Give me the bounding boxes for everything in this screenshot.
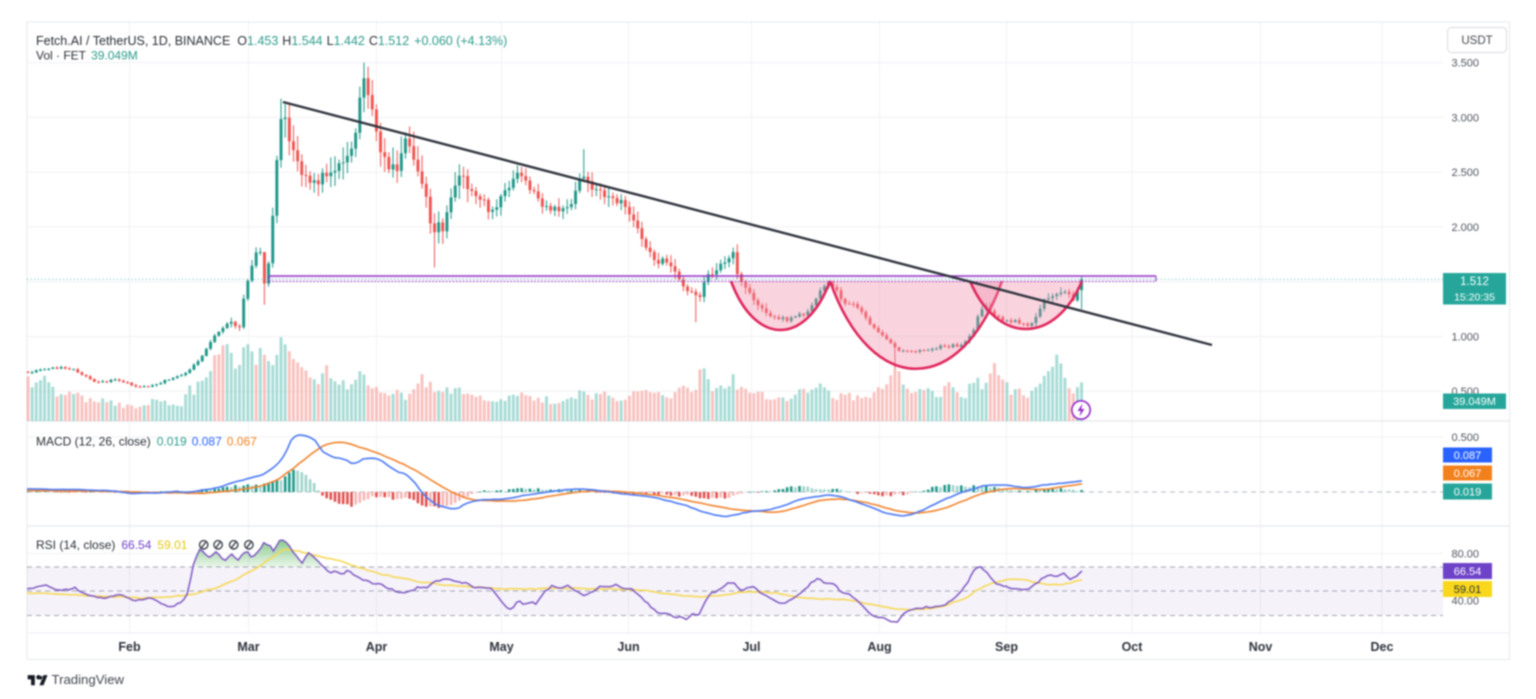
svg-text:2.500: 2.500 (1452, 167, 1480, 179)
svg-text:1.000: 1.000 (1452, 331, 1480, 343)
svg-text:0.500: 0.500 (1452, 432, 1480, 444)
svg-text:Jun: Jun (617, 640, 639, 654)
svg-text:0.067: 0.067 (1454, 468, 1482, 480)
svg-text:3.500: 3.500 (1452, 58, 1480, 70)
svg-text:3.000: 3.000 (1452, 112, 1480, 124)
svg-text:39.049M: 39.049M (1453, 396, 1496, 408)
svg-text:Fetch.AI / TetherUS, 1D, BINAN: Fetch.AI / TetherUS, 1D, BINANCE O1.453 H1… (36, 34, 507, 48)
svg-text:2.000: 2.000 (1452, 222, 1480, 234)
svg-text:40.00: 40.00 (1452, 596, 1480, 608)
svg-text:80.00: 80.00 (1452, 549, 1480, 561)
svg-text:59.01: 59.01 (1454, 584, 1482, 596)
svg-text:Apr: Apr (366, 640, 388, 654)
svg-text:Dec: Dec (1371, 640, 1394, 654)
svg-text:TradingView: TradingView (52, 672, 125, 687)
svg-text:15:20:35: 15:20:35 (1454, 291, 1495, 303)
svg-text:0.019: 0.019 (1454, 487, 1482, 499)
svg-text:Sep: Sep (995, 640, 1018, 654)
svg-text:Mar: Mar (237, 640, 259, 654)
svg-text:1.512: 1.512 (1460, 276, 1489, 288)
svg-text:May: May (489, 640, 513, 654)
svg-text:66.54: 66.54 (1454, 566, 1482, 578)
svg-text:Oct: Oct (1122, 640, 1144, 654)
svg-text:Aug: Aug (867, 640, 891, 654)
svg-text:Feb: Feb (118, 640, 141, 654)
svg-text:Nov: Nov (1249, 640, 1273, 654)
svg-text:0.087: 0.087 (1454, 450, 1482, 462)
svg-text:Jul: Jul (742, 640, 760, 654)
svg-text:USDT: USDT (1461, 35, 1492, 47)
